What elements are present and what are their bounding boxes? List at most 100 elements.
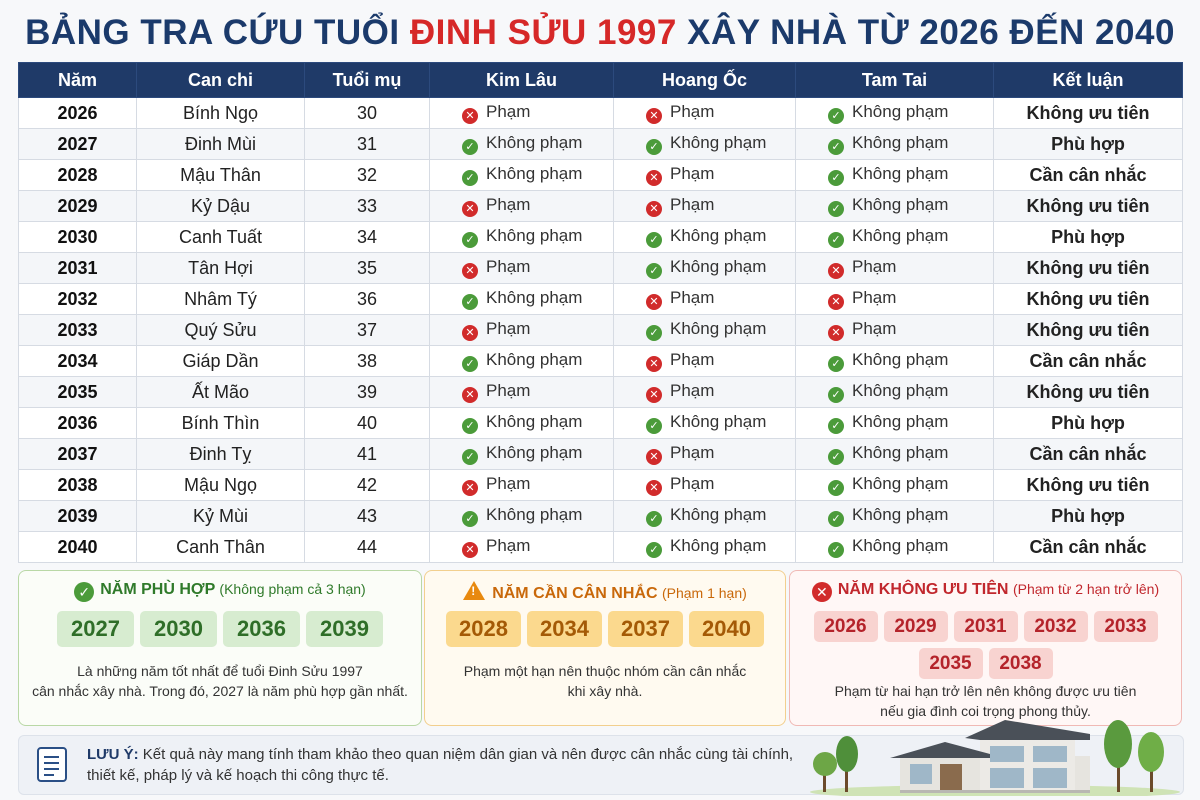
- not-priority-box-header: ✕ NĂM KHÔNG ƯU TIÊN (Phạm từ 2 hạn trở lê…: [790, 581, 1181, 602]
- canchi-cell: Canh Tuất: [136, 221, 305, 253]
- conclusion-cell: Không ưu tiên: [993, 376, 1183, 408]
- consider-title: NĂM CẦN CÂN NHẮC: [492, 585, 658, 602]
- year-chip: 2037: [608, 611, 683, 647]
- tamtai-cell: ✓ Không phạm: [795, 469, 994, 501]
- lookup-table: Năm Can chi Tuổi mụ Kim Lâu Hoang Ốc Tam Tai K…: [18, 62, 1183, 563]
- status-text: Phạm: [486, 102, 531, 121]
- status-text: Không phạm: [852, 412, 949, 431]
- year-chip: 2027: [57, 611, 134, 647]
- year-cell: 2027: [18, 128, 137, 160]
- table-row: 2027 Đinh Mùi 31 ✓ Không phạm ✓ Không phạm ✓ Khô…: [18, 128, 1183, 160]
- check-circle-icon: ✓: [828, 170, 844, 186]
- warning-triangle-icon: !: [463, 581, 486, 600]
- check-circle-icon: ✓: [462, 511, 478, 527]
- tree-icon: [1104, 720, 1164, 792]
- x-circle-icon: ✕: [646, 449, 662, 465]
- x-circle-icon: ✕: [462, 480, 478, 496]
- table-row: 2033 Quý Sửu 37 ✕ Phạm ✓ Không phạm ✕ Phạm Không …: [18, 314, 1183, 346]
- x-circle-icon: ✕: [462, 387, 478, 403]
- check-circle-icon: ✓: [828, 387, 844, 403]
- conclusion-cell: Phù hợp: [993, 128, 1183, 160]
- status-text: Không phạm: [670, 536, 767, 555]
- year-cell: 2036: [18, 407, 137, 439]
- age-cell: 44: [304, 531, 430, 563]
- tree-icon: [813, 736, 858, 792]
- conclusion-cell: Không ưu tiên: [993, 190, 1183, 222]
- tamtai-cell: ✓ Không phạm: [795, 438, 994, 470]
- not-priority-subtitle: (Phạm từ 2 hạn trở lên): [1012, 581, 1160, 597]
- tamtai-cell: ✕ Phạm: [795, 252, 994, 284]
- conclusion-cell: Cần cân nhắc: [993, 345, 1183, 377]
- age-cell: 33: [304, 190, 430, 222]
- age-cell: 38: [304, 345, 430, 377]
- status-text: Phạm: [670, 443, 715, 462]
- age-cell: 43: [304, 500, 430, 532]
- x-circle-icon: ✕: [811, 582, 832, 602]
- suitable-years-box: ✓ NĂM PHÙ HỢP (Không phạm cả 3 hạn) 2027 2…: [18, 570, 422, 726]
- status-text: Phạm: [852, 257, 897, 276]
- not-priority-years-box: ✕ NĂM KHÔNG ƯU TIÊN (Phạm từ 2 hạn trở lê…: [789, 570, 1182, 726]
- hoangoc-cell: ✓ Không phạm: [613, 500, 796, 532]
- table-body: 2026 Bính Ngọ 30 ✕ Phạm ✕ Phạm ✓ Không phạm Không…: [18, 97, 1183, 563]
- check-circle-icon: ✓: [646, 542, 662, 558]
- canchi-cell: Đinh Mùi: [136, 128, 305, 160]
- conclusion-cell: Phù hợp: [993, 500, 1183, 532]
- age-cell: 35: [304, 252, 430, 284]
- check-circle-icon: ✓: [828, 511, 844, 527]
- status-text: Không phạm: [486, 412, 583, 431]
- tamtai-cell: ✓ Không phạm: [795, 128, 994, 160]
- conclusion-cell: Không ưu tiên: [993, 97, 1183, 129]
- x-circle-icon: ✕: [462, 325, 478, 341]
- kimlau-cell: ✓ Không phạm: [429, 221, 614, 253]
- check-circle-icon: ✓: [646, 263, 662, 279]
- check-circle-icon: ✓: [828, 201, 844, 217]
- age-cell: 34: [304, 221, 430, 253]
- year-chip: 2035: [918, 648, 983, 679]
- year-cell: 2029: [18, 190, 137, 222]
- check-circle-icon: ✓: [828, 542, 844, 558]
- tamtai-cell: ✕ Phạm: [795, 314, 994, 346]
- kimlau-cell: ✕ Phạm: [429, 376, 614, 408]
- conclusion-cell: Không ưu tiên: [993, 469, 1183, 501]
- status-text: Không phạm: [486, 164, 583, 183]
- status-text: Không phạm: [670, 226, 767, 245]
- status-text: Phạm: [670, 381, 715, 400]
- suitable-box-header: ✓ NĂM PHÙ HỢP (Không phạm cả 3 hạn): [19, 581, 421, 602]
- year-chip: 2032: [1023, 611, 1088, 642]
- status-text: Không phạm: [670, 412, 767, 431]
- disclaimer-body: Kết quả này mang tính tham khảo theo qua…: [87, 746, 794, 784]
- year-cell: 2026: [18, 97, 137, 129]
- kimlau-cell: ✕ Phạm: [429, 252, 614, 284]
- disclaimer-text: LƯU Ý: Kết quả này mang tính tham khảo t…: [87, 744, 807, 786]
- x-circle-icon: ✕: [828, 263, 844, 279]
- document-list-icon: [37, 747, 67, 782]
- consider-years-box: ! NĂM CẦN CÂN NHẮC (Phạm 1 hạn) 2028 2034 2…: [424, 570, 786, 726]
- kimlau-cell: ✕ Phạm: [429, 531, 614, 563]
- hoangoc-cell: ✕ Phạm: [613, 97, 796, 129]
- tamtai-cell: ✓ Không phạm: [795, 190, 994, 222]
- table-row: 2038 Mậu Ngọ 42 ✕ Phạm ✕ Phạm ✓ Không phạm Không …: [18, 469, 1183, 501]
- canchi-cell: Tân Hợi: [136, 252, 305, 284]
- canchi-cell: Bính Thìn: [136, 407, 305, 439]
- hoangoc-cell: ✕ Phạm: [613, 345, 796, 377]
- x-circle-icon: ✕: [646, 294, 662, 310]
- title-part2: XÂY NHÀ TỪ 2026 ĐẾN 2040: [676, 13, 1175, 52]
- table-row: 2034 Giáp Dần 38 ✓ Không phạm ✕ Phạm ✓ Không phạ…: [18, 345, 1183, 377]
- check-circle-icon: ✓: [646, 418, 662, 434]
- age-cell: 41: [304, 438, 430, 470]
- kimlau-cell: ✕ Phạm: [429, 314, 614, 346]
- conclusion-cell: Cần cân nhắc: [993, 159, 1183, 191]
- status-text: Không phạm: [852, 474, 949, 493]
- table-header-cell: Can chi: [136, 62, 305, 98]
- year-cell: 2035: [18, 376, 137, 408]
- status-text: Không phạm: [486, 350, 583, 369]
- check-circle-icon: ✓: [646, 139, 662, 155]
- status-text: Không phạm: [486, 505, 583, 524]
- table-row: 2030 Canh Tuất 34 ✓ Không phạm ✓ Không phạm ✓ Kh…: [18, 221, 1183, 253]
- year-chip: 2040: [689, 611, 764, 647]
- year-cell: 2037: [18, 438, 137, 470]
- hoangoc-cell: ✓ Không phạm: [613, 221, 796, 253]
- status-text: Không phạm: [486, 443, 583, 462]
- status-text: Phạm: [670, 474, 715, 493]
- status-text: Không phạm: [852, 536, 949, 555]
